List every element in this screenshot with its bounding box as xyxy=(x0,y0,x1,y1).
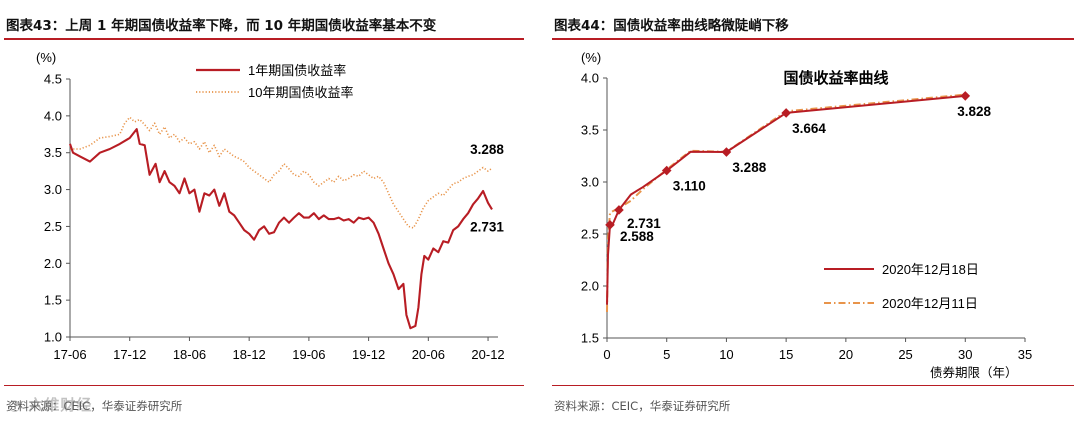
y-tick-label: 3.0 xyxy=(581,175,599,190)
y-unit-label: (%) xyxy=(581,50,601,65)
x-tick-label: 30 xyxy=(958,347,972,362)
data-label: 3.288 xyxy=(732,160,766,175)
y-tick-label: 3.5 xyxy=(44,145,62,160)
data-point-marker xyxy=(960,91,971,101)
y-tick-label: 2.5 xyxy=(581,227,599,242)
figure-43-panel: 图表43：上周 1 年期国债收益率下降，而 10 年期国债收益率基本不变 (%)… xyxy=(0,0,530,426)
yield-curve-chart: (%) 国债收益率曲线 1.5 2.0 2.5 3.0 3.5 4.0 0 5 10 15 20 25 30… xyxy=(581,50,1032,380)
data-label: 2.731 xyxy=(470,219,504,234)
series-line xyxy=(70,116,493,229)
source-note: 资料来源：CEIC，华泰证券研究所 xyxy=(6,399,183,413)
data-label: 3.110 xyxy=(673,179,706,194)
x-tick-label: 19-12 xyxy=(352,347,385,362)
data-point-marker xyxy=(661,165,672,176)
bottom-rule xyxy=(552,385,1074,386)
x-tick-label: 17-12 xyxy=(113,347,146,362)
watermark-logo: ◔ 六维财经 xyxy=(8,396,93,414)
x-tick-label: 18-12 xyxy=(233,347,266,362)
x-tick-label: 20-12 xyxy=(471,347,504,362)
watermark-icon: ◔ xyxy=(8,396,23,414)
x-tick-label: 18-06 xyxy=(173,347,206,362)
data-point-marker xyxy=(781,108,791,118)
data-label: 2.731 xyxy=(627,216,661,231)
y-tick-label: 4.5 xyxy=(44,72,62,87)
x-tick-label: 20 xyxy=(839,347,853,362)
y-tick-label: 2.0 xyxy=(581,279,599,294)
x-axis-title: 债券期限（年） xyxy=(930,365,1018,380)
title-rule xyxy=(4,38,524,40)
legend-label: 10年期国债收益率 xyxy=(248,85,353,100)
data-label: 3.828 xyxy=(957,104,991,119)
x-tick-label: 19-06 xyxy=(292,347,325,362)
data-label: 3.664 xyxy=(792,121,826,136)
y-tick-label: 1.0 xyxy=(44,330,62,345)
x-tick-label: 25 xyxy=(898,347,912,362)
data-label: 2.588 xyxy=(620,229,654,244)
y-tick-label: 3.0 xyxy=(44,182,62,197)
x-tick-label: 10 xyxy=(719,347,733,362)
chart-title: 国债收益率曲线 xyxy=(783,69,888,87)
figure-43-title: 图表43：上周 1 年期国债收益率下降，而 10 年期国债收益率基本不变 xyxy=(6,18,437,34)
y-tick-label: 4.0 xyxy=(581,71,599,86)
data-point-marker xyxy=(721,147,732,157)
series-line xyxy=(606,93,966,313)
legend-label: 2020年12月18日 xyxy=(882,262,979,277)
data-label: 3.288 xyxy=(470,142,504,157)
source-note: 资料来源：CEIC，华泰证券研究所 xyxy=(554,399,731,413)
y-tick-label: 1.5 xyxy=(581,331,599,346)
y-tick-label: 1.5 xyxy=(44,293,62,308)
series-line xyxy=(606,94,966,305)
x-tick-label: 35 xyxy=(1018,347,1032,362)
legend-label: 2020年12月11日 xyxy=(882,296,978,311)
series-line xyxy=(69,128,493,330)
x-tick-label: 0 xyxy=(603,347,610,362)
x-tick-label: 17-06 xyxy=(53,347,86,362)
x-tick-label: 15 xyxy=(779,347,793,362)
title-rule xyxy=(552,38,1074,40)
y-tick-label: 2.0 xyxy=(44,256,62,271)
yield-history-chart: (%) 1.0 1.5 2.0 2.5 3.0 3.5 4.0 4.5 17-06 17-12 18-… xyxy=(36,50,505,362)
x-tick-label: 5 xyxy=(663,347,670,362)
y-tick-label: 3.5 xyxy=(581,123,599,138)
figure-44-title: 图表44：国债收益率曲线略微陡峭下移 xyxy=(554,18,789,34)
y-tick-label: 4.0 xyxy=(44,108,62,123)
y-tick-label: 2.5 xyxy=(44,219,62,234)
y-unit-label: (%) xyxy=(36,50,56,65)
figure-44-panel: 图表44：国债收益率曲线略微陡峭下移 (%) 国债收益率曲线 1.5 2.0 2.5 3.… xyxy=(548,0,1080,426)
x-tick-label: 20-06 xyxy=(412,347,445,362)
bottom-rule xyxy=(4,385,524,386)
legend-label: 1年期国债收益率 xyxy=(248,63,346,78)
